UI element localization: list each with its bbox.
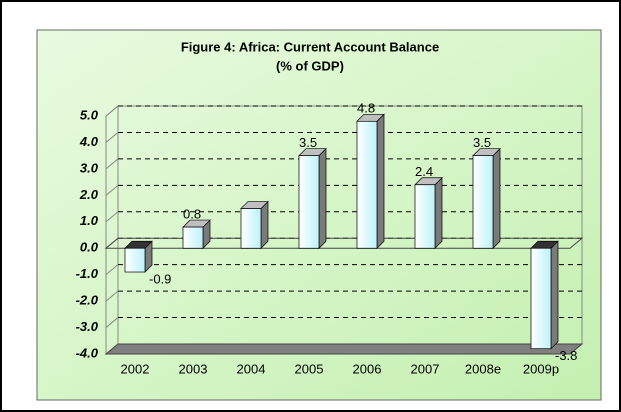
y-tick-label: 1.0	[80, 213, 99, 228]
y-tick-label: -3.0	[76, 319, 99, 334]
y-tick-label: 0.0	[80, 240, 99, 255]
value-label: -3.8	[555, 348, 577, 363]
y-tick-label: 5.0	[80, 107, 99, 122]
bar-side	[376, 113, 385, 250]
bar	[124, 247, 146, 273]
value-label: 3.5	[473, 135, 491, 150]
bar-side	[318, 147, 327, 250]
bar	[240, 208, 262, 249]
bar-side	[492, 147, 501, 250]
x-tick-label: 2006	[353, 361, 382, 376]
grid-line-side	[105, 317, 119, 328]
x-tick-label: 2004	[237, 361, 266, 376]
bar-side	[434, 176, 443, 250]
x-tick-label: 2008e	[465, 361, 501, 376]
chart-subtitle: (% of GDP)	[276, 58, 344, 73]
y-tick-label: 4.0	[79, 134, 99, 149]
y-tick-label: 2.0	[79, 187, 99, 202]
grid-line-side	[105, 105, 119, 117]
chart-title: Figure 4: Africa: Current Account Balanc…	[181, 39, 439, 54]
grid-line-side	[105, 132, 119, 143]
x-tick-label: 2003	[179, 361, 208, 376]
bar-side	[260, 200, 269, 250]
x-tick-label: 2002	[121, 361, 150, 376]
bar	[356, 120, 378, 249]
value-label: 0.8	[183, 207, 201, 222]
x-tick-label: 2007	[411, 361, 440, 376]
grid-line-side	[105, 184, 119, 196]
grid-line-side	[105, 211, 119, 223]
floor	[104, 343, 584, 355]
x-tick-label: 2005	[295, 361, 324, 376]
grid-line-side	[105, 264, 119, 276]
grid-line-side	[105, 158, 119, 170]
bar-side	[550, 240, 559, 350]
bar	[472, 155, 494, 249]
value-label: 3.5	[299, 135, 317, 150]
value-label: -0.9	[149, 271, 171, 286]
bar	[182, 226, 204, 249]
value-label: 4.8	[357, 101, 375, 116]
y-tick-label: 3.0	[80, 160, 99, 175]
bar	[530, 247, 552, 350]
bar	[414, 184, 436, 249]
bar	[298, 155, 320, 249]
y-tick-label: -1.0	[76, 266, 99, 281]
grid-line-side	[105, 290, 119, 302]
x-tick-label: 2009p	[523, 361, 559, 376]
value-label: 2.4	[415, 164, 433, 179]
y-tick-label: -2.0	[76, 293, 99, 308]
y-tick-label: -4.0	[76, 345, 99, 360]
